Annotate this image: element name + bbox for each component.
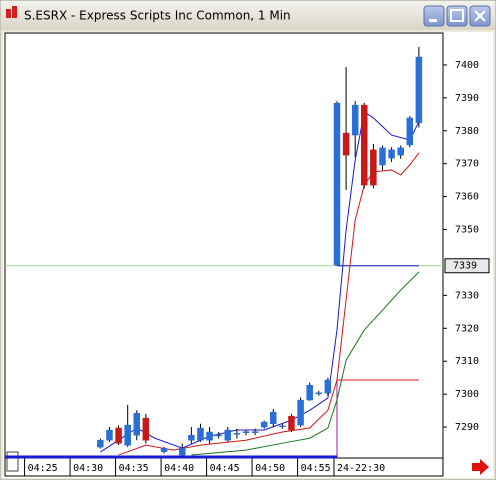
- candle-body: [370, 149, 377, 186]
- candle-body: [224, 429, 232, 441]
- last-price-label: 7339: [453, 261, 477, 272]
- candle-body: [260, 421, 268, 428]
- plot-frame: [4, 32, 444, 459]
- last-price-box: [444, 258, 490, 274]
- moving-average-line: [191, 271, 420, 456]
- candle-body: [333, 102, 341, 266]
- x-tick-label: 04:35: [119, 463, 149, 474]
- candle-body: [97, 439, 104, 448]
- y-tick-label: 7350: [455, 225, 479, 236]
- candle-body: [306, 384, 313, 401]
- y-tick-label: 7330: [455, 290, 479, 301]
- candle-body: [115, 427, 122, 444]
- candle-body: [124, 424, 131, 446]
- candle-body: [351, 104, 359, 136]
- candle-body: [315, 392, 323, 395]
- candle-body: [215, 434, 222, 437]
- candle-body: [188, 435, 195, 441]
- x-tick-label: 04:30: [73, 463, 103, 474]
- y-tick-label: 7360: [455, 192, 479, 203]
- y-tick-label: 7310: [455, 356, 479, 367]
- y-tick-label: 7320: [455, 323, 479, 334]
- candle-body: [397, 147, 404, 156]
- candle-body: [142, 417, 150, 441]
- candle-body: [106, 429, 113, 441]
- maximize-button[interactable]: [446, 5, 468, 27]
- candle-body: [160, 448, 168, 452]
- y-tick-label: 7390: [455, 93, 479, 104]
- candle-body: [361, 104, 368, 186]
- candle-body: [206, 431, 213, 441]
- scroll-handle[interactable]: [6, 451, 19, 472]
- y-tick-label: 7370: [455, 159, 479, 170]
- moving-average-line: [100, 111, 420, 453]
- x-tick-label: 04:25: [28, 463, 58, 474]
- x-tick-label: 04:40: [164, 463, 194, 474]
- candle-body: [342, 132, 350, 156]
- candle-body: [242, 431, 250, 433]
- candle-body: [197, 427, 204, 441]
- candle-body: [388, 149, 395, 159]
- candle-body: [270, 411, 277, 425]
- x-tick-label: 04:55: [301, 463, 331, 474]
- candle-body: [406, 117, 414, 146]
- close-button[interactable]: [469, 5, 491, 27]
- y-tick-label: 7380: [455, 126, 479, 137]
- x-tick-label: 24-22:30: [337, 463, 385, 474]
- x-tick-label: 04:45: [210, 463, 240, 474]
- title-bar: [1, 1, 495, 30]
- y-tick-label: 7300: [455, 389, 479, 400]
- y-tick-label: 7290: [455, 422, 479, 433]
- y-tick-label: 7400: [455, 60, 479, 71]
- candle-body: [179, 447, 186, 456]
- app-icon: [6, 6, 17, 18]
- candle-body: [279, 425, 286, 427]
- candle-body: [379, 147, 386, 166]
- moving-average-line: [118, 152, 420, 456]
- candle-body: [251, 431, 259, 433]
- candle-body: [297, 399, 304, 426]
- candle-body: [233, 433, 241, 435]
- candle-body: [133, 412, 141, 436]
- scroll-right-arrow[interactable]: [472, 459, 489, 475]
- minimize-button[interactable]: [423, 5, 445, 27]
- candle-body: [415, 56, 423, 124]
- candle-body: [288, 415, 295, 431]
- x-tick-label: 04:50: [255, 463, 285, 474]
- candle-body: [324, 379, 332, 394]
- window-title: S.ESRX - Express Scripts Inc Common, 1 M…: [24, 9, 291, 23]
